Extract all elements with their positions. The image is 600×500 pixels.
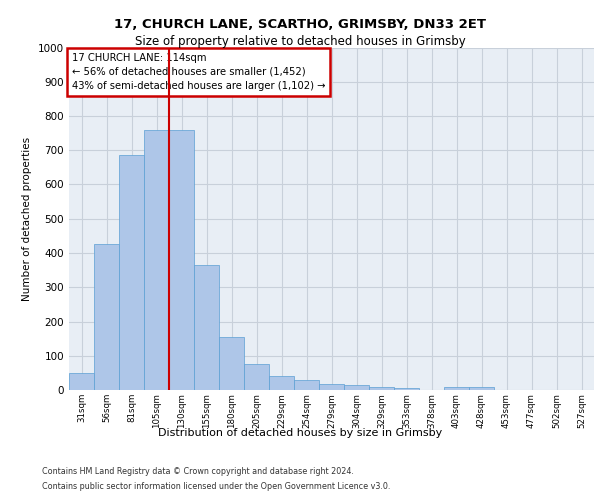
Bar <box>369 388 394 390</box>
Y-axis label: Number of detached properties: Number of detached properties <box>22 136 32 301</box>
Bar <box>219 337 244 390</box>
Bar <box>394 388 419 390</box>
Text: Size of property relative to detached houses in Grimsby: Size of property relative to detached ho… <box>134 35 466 48</box>
Text: Contains public sector information licensed under the Open Government Licence v3: Contains public sector information licen… <box>42 482 391 491</box>
Text: Contains HM Land Registry data © Crown copyright and database right 2024.: Contains HM Land Registry data © Crown c… <box>42 467 354 476</box>
Bar <box>469 388 494 390</box>
Text: 17 CHURCH LANE: 114sqm
← 56% of detached houses are smaller (1,452)
43% of semi-: 17 CHURCH LANE: 114sqm ← 56% of detached… <box>71 52 325 90</box>
Bar <box>319 384 344 390</box>
Bar <box>294 380 319 390</box>
Bar <box>194 265 219 390</box>
Bar <box>119 156 144 390</box>
Bar <box>69 373 94 390</box>
Bar <box>444 388 469 390</box>
Bar <box>144 130 169 390</box>
Bar <box>94 244 119 390</box>
Bar <box>344 385 369 390</box>
Bar <box>169 130 194 390</box>
Text: 17, CHURCH LANE, SCARTHO, GRIMSBY, DN33 2ET: 17, CHURCH LANE, SCARTHO, GRIMSBY, DN33 … <box>114 18 486 30</box>
Text: Distribution of detached houses by size in Grimsby: Distribution of detached houses by size … <box>158 428 442 438</box>
Bar <box>269 376 294 390</box>
Bar <box>244 364 269 390</box>
